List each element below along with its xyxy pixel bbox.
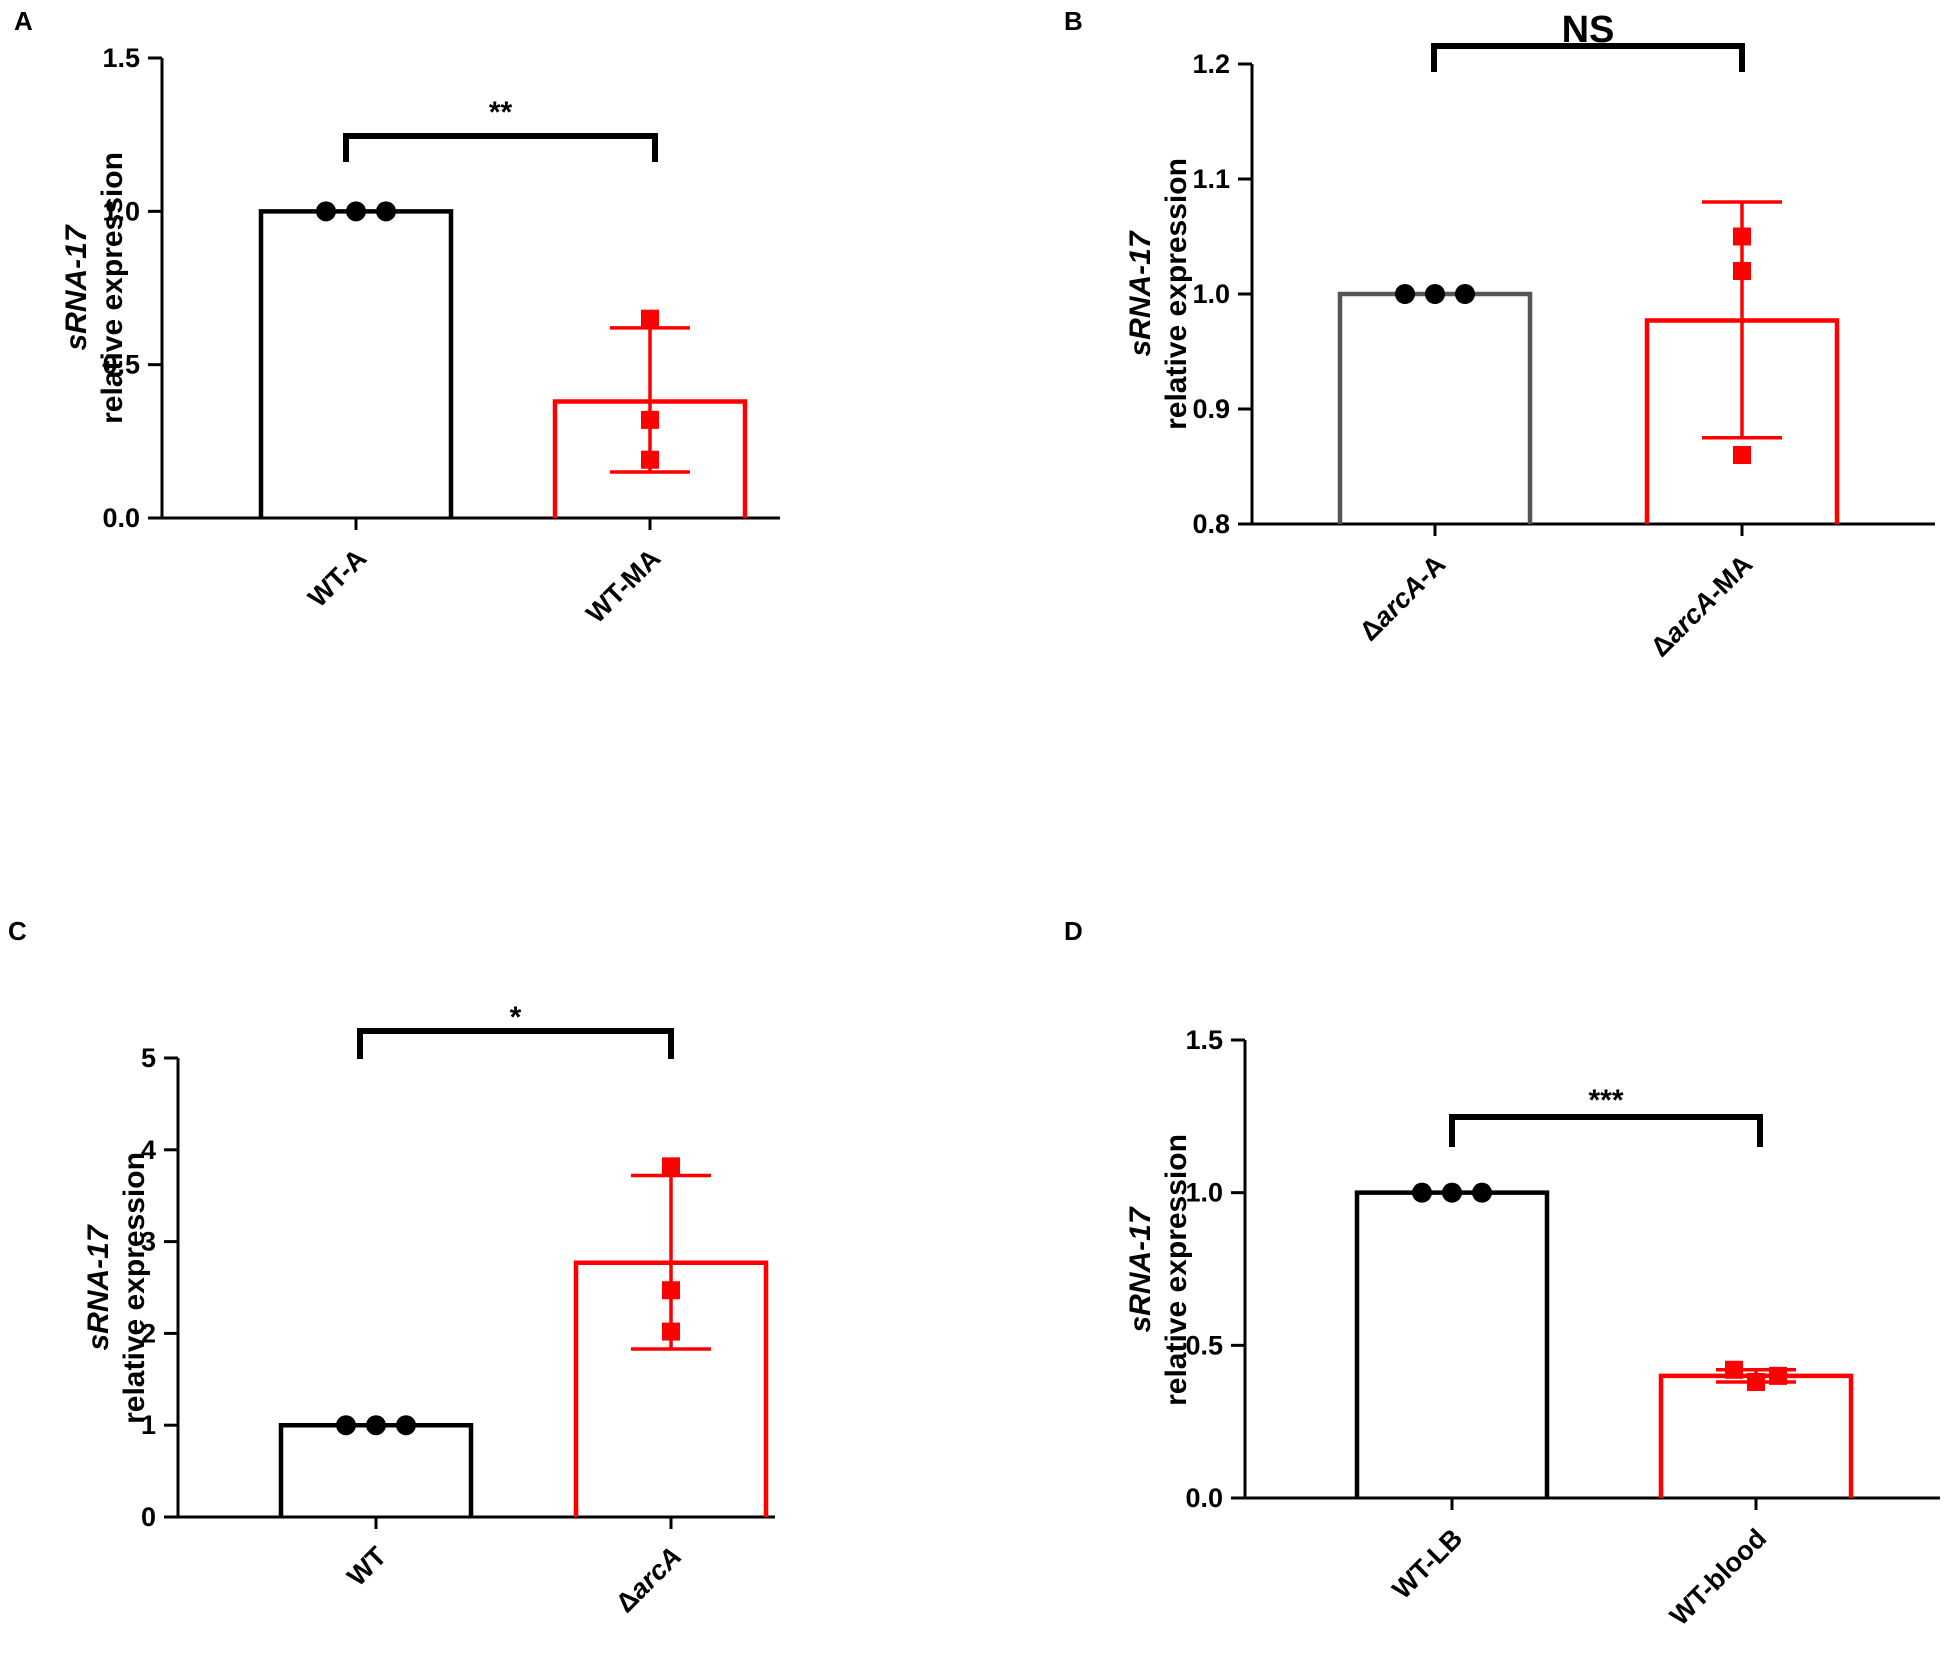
bar	[258, 209, 454, 518]
x-tick-label-text: WT-LB	[1387, 1523, 1469, 1605]
data-point	[1442, 1182, 1462, 1203]
panel-letter: D	[1064, 916, 1083, 946]
data-point	[1733, 262, 1751, 280]
y-axis-label-gene: sRNA-17	[1124, 230, 1157, 356]
x-tick-label: WT-MA	[580, 543, 666, 629]
data-point	[396, 1415, 416, 1436]
y-axis-label-text: relative expression	[1160, 158, 1193, 430]
data-point	[662, 1281, 680, 1300]
data-point	[662, 1157, 680, 1176]
significance-label: **	[489, 96, 513, 129]
x-tick-label-text: WT-MA	[580, 543, 666, 629]
x-tick-label: ΔarcA	[610, 1541, 687, 1618]
y-axis-label: sRNA-17 relative expression	[60, 152, 129, 424]
data-point	[346, 201, 366, 222]
data-point	[1747, 1372, 1765, 1391]
data-point	[662, 1322, 680, 1341]
bar	[1337, 291, 1533, 524]
y-tick-label: 0.0	[1185, 1483, 1223, 1513]
x-tick-label: WT-blood	[1664, 1523, 1772, 1631]
data-point	[336, 1415, 356, 1436]
y-tick-label: 5	[141, 1043, 156, 1073]
y-axis-label: sRNA-17 relative expression	[1124, 1134, 1193, 1406]
x-tick-label-text: WT	[341, 1541, 392, 1592]
chart-panel-a: A 0.0 0.5 1.0 1.5 sRNA-17 relative expression W…	[14, 6, 780, 629]
x-tick-label: WT-LB	[1387, 1523, 1469, 1605]
chart-panel-c: C 0 1 2 3 4 5 sRNA-17 relative expression WT ΔarcA…	[8, 916, 775, 1618]
y-tick-label: 0.5	[102, 350, 140, 380]
y-tick-label: 1.0	[1192, 279, 1230, 309]
x-tick-label: WT-A	[302, 543, 372, 613]
data-point	[1455, 284, 1475, 304]
chart-panel-b: B 0.8 0.9 1.0 1.1 1.2 sRNA-17 relative expressi…	[1064, 6, 1935, 662]
y-axis-label-text: relative expression	[118, 1152, 151, 1424]
data-point	[641, 309, 659, 328]
panel-letter: A	[14, 6, 33, 36]
data-point	[641, 450, 659, 469]
y-tick-label: 1.2	[1192, 49, 1230, 79]
y-axis-label-text: relative expression	[96, 152, 129, 424]
y-tick-label: 0.8	[1192, 509, 1230, 539]
data-point	[376, 201, 396, 222]
x-tick-label: ΔarcA-A	[1354, 549, 1452, 647]
y-axis-label-gene: sRNA-17	[1124, 1206, 1157, 1332]
y-axis-label-text: relative expression	[1160, 1134, 1193, 1406]
y-tick-label: 1.0	[1185, 1178, 1223, 1208]
data-point	[1472, 1182, 1492, 1203]
data-point	[1769, 1366, 1787, 1385]
y-axis-label: sRNA-17 relative expression	[82, 1152, 151, 1424]
y-axis-label-gene: sRNA-17	[60, 224, 93, 350]
y-tick-label: 1.0	[102, 196, 140, 226]
data-point	[316, 201, 336, 222]
significance-label: *	[510, 1001, 522, 1034]
data-point	[1725, 1360, 1743, 1379]
y-tick-label: 1.5	[1185, 1025, 1223, 1055]
y-axis-label-gene: sRNA-17	[82, 1224, 115, 1350]
x-tick-label: ΔarcA-MA	[1645, 549, 1758, 662]
significance-label: NS	[1562, 9, 1615, 51]
significance-bracket	[357, 1028, 674, 1059]
significance-bracket	[343, 133, 658, 162]
significance-bracket	[1449, 1114, 1763, 1147]
panel-letter: B	[1064, 6, 1083, 36]
data-point	[1733, 446, 1751, 464]
y-tick-label: 0.9	[1192, 394, 1230, 424]
data-point	[366, 1415, 386, 1436]
bar	[278, 1422, 474, 1517]
y-tick-label: 0.0	[102, 503, 140, 533]
data-point	[1425, 284, 1445, 304]
y-tick-label: 0	[141, 1502, 156, 1532]
data-point	[1733, 227, 1751, 246]
y-tick-label: 1.5	[102, 43, 140, 73]
x-tick-label: WT	[341, 1541, 392, 1592]
y-tick-label: 2	[141, 1318, 156, 1348]
significance-bracket	[1431, 43, 1745, 72]
panel-letter: C	[8, 916, 27, 946]
x-tick-label-text: WT-A	[302, 543, 372, 613]
y-tick-label: 3	[141, 1227, 156, 1257]
chart-panel-d: D 0.0 0.5 1.0 1.5 sRNA-17 relative expression W…	[1064, 916, 1940, 1631]
y-tick-label: 1.1	[1192, 164, 1230, 194]
data-point	[1412, 1182, 1432, 1203]
x-tick-label-text: WT-blood	[1664, 1523, 1772, 1631]
data-point	[641, 410, 659, 429]
y-tick-label: 4	[141, 1135, 156, 1165]
y-tick-label: 1	[141, 1410, 156, 1440]
bar	[1354, 1190, 1550, 1498]
data-point	[1395, 284, 1415, 304]
y-axis-label: sRNA-17 relative expression	[1124, 158, 1193, 430]
bar	[1658, 1373, 1854, 1498]
y-tick-label: 0.5	[1185, 1330, 1223, 1360]
significance-label: ***	[1588, 1084, 1623, 1117]
